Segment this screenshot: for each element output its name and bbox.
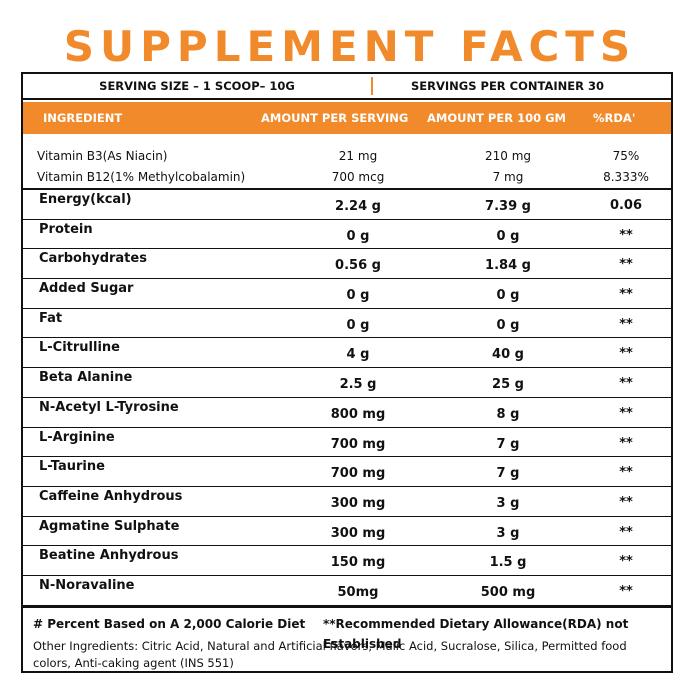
serving-divider	[371, 77, 373, 95]
row-per100: 7 g	[496, 466, 520, 482]
table-row: Agmatine Sulphate 300 mg 3 g **	[23, 517, 671, 547]
vitamin-per100: 210 mg	[484, 149, 532, 163]
header-rda: %RDA'	[593, 111, 636, 125]
vitamin-per100: 7 mg	[492, 170, 524, 184]
table-row: L-Arginine 700 mg 7 g **	[23, 428, 671, 458]
table-row: N-Noravaline 50mg 500 mg **	[23, 576, 671, 606]
vitamins-section: Vitamin B3(As Niacin) 21 mg 210 mg 75% Vitam…	[23, 136, 671, 190]
table-header: INGREDIENT AMOUNT PER SERVING AMOUNT PER…	[23, 102, 671, 134]
vitamin-rda: 8.333%	[603, 170, 649, 184]
vitamin-name: Vitamin B12(1% Methylcobalamin)	[37, 170, 246, 184]
row-amount: 0 g	[346, 317, 370, 333]
row-name: L-Taurine	[39, 459, 105, 475]
row-rda: **	[619, 287, 633, 303]
row-name: Beatine Anhydrous	[39, 548, 179, 564]
row-rda: **	[619, 346, 633, 362]
row-amount: 150 mg	[330, 555, 386, 571]
row-amount: 300 mg	[330, 525, 386, 541]
row-rda: **	[619, 405, 633, 421]
vitamin-row: Vitamin B12(1% Methylcobalamin) 700 mcg 7 …	[23, 167, 671, 187]
row-name: Agmatine Sulphate	[39, 518, 180, 534]
row-amount: 0 g	[346, 288, 370, 304]
row-name: Energy(kcal)	[39, 192, 132, 207]
row-rda: **	[619, 554, 633, 570]
row-rda: **	[619, 435, 633, 451]
row-per100: 3 g	[496, 525, 520, 541]
row-name: Caffeine Anhydrous	[39, 488, 183, 504]
row-per100: 8 g	[496, 406, 520, 422]
table-row: N-Acetyl L-Tyrosine 800 mg 8 g **	[23, 398, 671, 428]
vitamin-amount: 21 mg	[338, 149, 378, 163]
row-amount: 300 mg	[330, 495, 386, 511]
row-rda: 0.06	[609, 198, 643, 213]
row-name: L-Arginine	[39, 429, 115, 445]
table-row: Fat 0 g 0 g **	[23, 309, 671, 339]
header-ingredient: INGREDIENT	[43, 111, 123, 125]
supplement-facts-table: SERVING SIZE – 1 SCOOP– 10G SERVINGS PER…	[21, 72, 673, 673]
row-amount: 2.5 g	[339, 377, 377, 393]
row-per100: 0 g	[496, 288, 520, 304]
row-per100: 0 g	[496, 317, 520, 333]
table-row: Energy(kcal) 2.24 g 7.39 g 0.06	[23, 190, 671, 220]
page-title: SUPPLEMENT FACTS	[63, 22, 637, 71]
row-name: Beta Alanine	[39, 370, 133, 386]
row-per100: 25 g	[492, 377, 524, 393]
row-amount: 2.24 g	[335, 199, 381, 214]
row-name: L-Citrulline	[39, 340, 120, 356]
row-per100: 1.84 g	[485, 258, 531, 274]
row-rda: **	[619, 494, 633, 510]
table-row: Beatine Anhydrous 150 mg 1.5 g **	[23, 546, 671, 576]
footer-notes: # Percent Based on A 2,000 Calorie Diet …	[23, 606, 671, 672]
row-amount: 800 mg	[330, 406, 386, 422]
row-name: N-Noravaline	[39, 577, 135, 593]
row-rda: **	[619, 227, 633, 243]
table-row: Carbohydrates 0.56 g 1.84 g **	[23, 249, 671, 280]
row-name: Added Sugar	[39, 281, 134, 297]
row-rda: **	[619, 465, 633, 481]
row-per100: 7.39 g	[485, 199, 531, 214]
row-rda: **	[619, 524, 633, 540]
header-amount-per-serving: AMOUNT PER SERVING	[261, 111, 409, 125]
nutrient-rows: Energy(kcal) 2.24 g 7.39 g 0.06 Protein 0 g 0 …	[23, 190, 671, 606]
row-per100: 40 g	[492, 347, 524, 363]
vitamin-name: Vitamin B3(As Niacin)	[37, 149, 168, 163]
serving-size: SERVING SIZE – 1 SCOOP– 10G	[99, 79, 295, 93]
other-ingredients: Other Ingredients: Citric Acid, Natural …	[33, 639, 627, 670]
row-per100: 1.5 g	[489, 555, 527, 571]
vitamin-amount: 700 mcg	[331, 170, 385, 184]
row-rda: **	[619, 257, 633, 273]
table-row: Added Sugar 0 g 0 g **	[23, 279, 671, 309]
row-amount: 50mg	[337, 584, 379, 600]
percent-note: # Percent Based on A 2,000 Calorie Diet	[33, 617, 306, 631]
row-rda: **	[619, 316, 633, 332]
vitamin-row: Vitamin B3(As Niacin) 21 mg 210 mg 75%	[23, 146, 671, 166]
row-per100: 500 mg	[480, 584, 536, 600]
row-per100: 0 g	[496, 228, 520, 244]
vitamin-rda: 75%	[612, 149, 640, 163]
table-row: Caffeine Anhydrous 300 mg 3 g **	[23, 487, 671, 517]
table-row: Beta Alanine 2.5 g 25 g **	[23, 368, 671, 398]
row-name: Protein	[39, 221, 93, 237]
row-amount: 0.56 g	[335, 258, 381, 274]
row-amount: 700 mg	[330, 466, 386, 482]
row-name: Fat	[39, 310, 63, 326]
table-row: Protein 0 g 0 g **	[23, 220, 671, 250]
table-row: L-Citrulline 4 g 40 g **	[23, 338, 671, 369]
header-amount-per-100gm: AMOUNT PER 100 GM	[427, 111, 566, 125]
row-rda: **	[619, 583, 633, 599]
row-rda: **	[619, 376, 633, 392]
row-amount: 4 g	[346, 347, 370, 363]
row-name: Carbohydrates	[39, 251, 147, 267]
row-per100: 3 g	[496, 495, 520, 511]
table-row: L-Taurine 700 mg 7 g **	[23, 457, 671, 487]
row-amount: 0 g	[346, 228, 370, 244]
serving-info-bar: SERVING SIZE – 1 SCOOP– 10G SERVINGS PER…	[23, 74, 671, 100]
rda-note: **Recommended Dietary Allowance(RDA) not…	[323, 617, 629, 651]
row-per100: 7 g	[496, 436, 520, 452]
row-name: N-Acetyl L-Tyrosine	[39, 399, 179, 415]
servings-per-container: SERVINGS PER CONTAINER 30	[411, 79, 604, 93]
row-amount: 700 mg	[330, 436, 386, 452]
